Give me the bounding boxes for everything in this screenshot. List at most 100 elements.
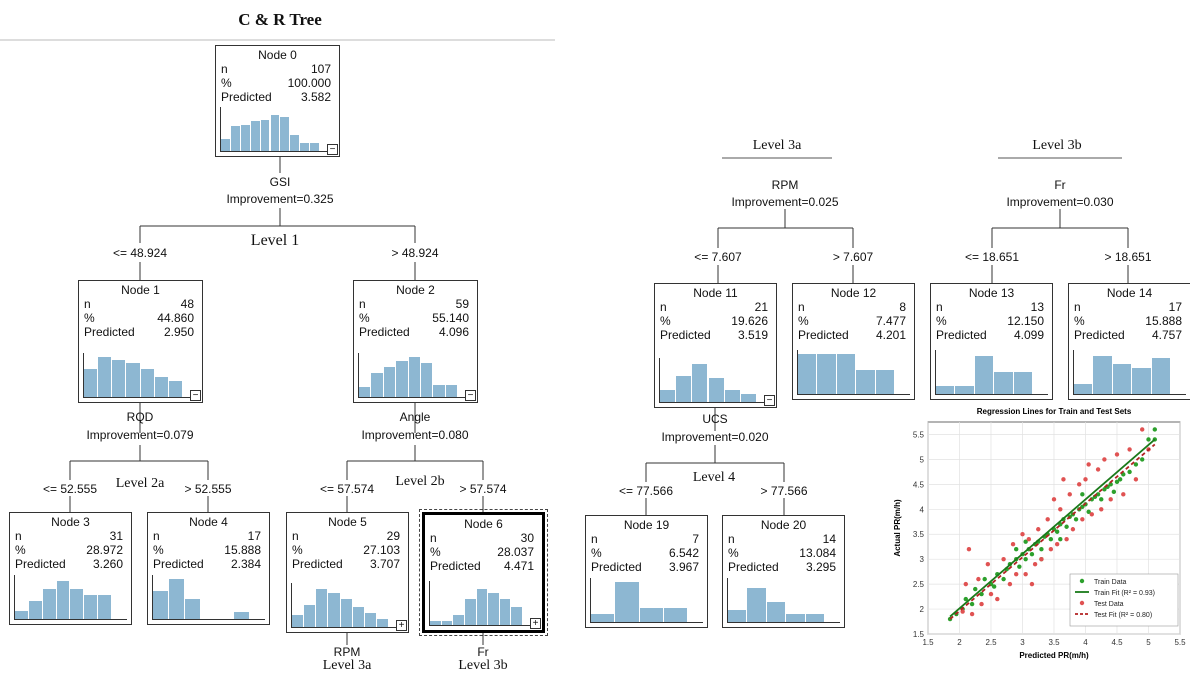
data-point-train bbox=[1039, 547, 1044, 552]
collapse-toggle[interactable]: − bbox=[327, 144, 338, 155]
node-11[interactable]: Node 11 n 21% 19.626 Predicted 3.519 − bbox=[654, 283, 777, 408]
x-tick-label: 5.5 bbox=[1174, 638, 1186, 647]
data-point-train bbox=[969, 601, 975, 607]
row-label: % bbox=[430, 545, 441, 559]
node-12[interactable]: Node 12 n 8% 7.477 Predicted 4.201 bbox=[792, 283, 915, 400]
data-point-train bbox=[979, 591, 984, 597]
histogram-bar bbox=[875, 370, 894, 394]
node-title: Node 6 bbox=[464, 517, 503, 531]
node-row-pct: % 7.477 bbox=[793, 314, 914, 328]
histogram-bar bbox=[836, 354, 856, 394]
data-point-train bbox=[1017, 564, 1022, 569]
histogram-bar bbox=[84, 595, 98, 619]
collapse-toggle[interactable]: − bbox=[764, 395, 775, 406]
y-tick-label: 2.5 bbox=[913, 580, 925, 589]
row-value: 28.037 bbox=[497, 545, 534, 559]
node-title: Node 0 bbox=[258, 48, 297, 62]
expand-toggle[interactable]: + bbox=[396, 620, 407, 631]
data-point-test bbox=[1108, 497, 1113, 502]
data-point-test bbox=[1054, 542, 1060, 547]
level-4-label: Level 4 bbox=[692, 470, 736, 485]
node-1[interactable]: Node 1 n 48% 44.860 Predicted 2.950 − bbox=[78, 280, 203, 403]
expand-toggle[interactable]: + bbox=[530, 618, 541, 629]
node-row-pred: Predicted 3.519 bbox=[655, 328, 776, 342]
row-label: % bbox=[798, 314, 809, 328]
data-point-train bbox=[963, 596, 968, 602]
row-value: 7 bbox=[692, 532, 699, 546]
x-tick-label: 4.5 bbox=[1111, 638, 1123, 647]
histogram-bar bbox=[304, 605, 316, 627]
node-title: Node 3 bbox=[51, 515, 90, 529]
histogram-bar bbox=[994, 372, 1013, 394]
row-label: Predicted bbox=[15, 557, 66, 571]
data-point-train bbox=[1086, 509, 1091, 514]
histogram-bar bbox=[340, 599, 352, 627]
histogram-bar bbox=[42, 589, 56, 619]
row-label: % bbox=[221, 76, 232, 90]
histogram-bar bbox=[728, 610, 747, 622]
node-row-pred: Predicted 3.967 bbox=[586, 560, 707, 574]
split-imp-rpm: Improvement=0.025 bbox=[731, 195, 839, 209]
data-point-train bbox=[1152, 427, 1157, 432]
legend-label: Train Fit (R² = 0.93) bbox=[1094, 590, 1155, 597]
level-3b-label: Level 3b bbox=[1032, 138, 1082, 153]
x-tick-label: 5 bbox=[1146, 638, 1151, 647]
row-value: 21 bbox=[754, 300, 768, 314]
node-13[interactable]: Node 13 n 13% 12.150 Predicted 4.099 bbox=[930, 283, 1053, 400]
branch-angle-right: > 57.574 bbox=[459, 482, 507, 496]
node-4[interactable]: Node 4 n 17% 15.888 Predicted 2.384 bbox=[147, 512, 270, 625]
histogram-bar bbox=[98, 595, 111, 619]
node-row-n: n 29 bbox=[287, 529, 408, 543]
histogram-bar bbox=[499, 599, 511, 625]
split-imp-ucs: Improvement=0.020 bbox=[661, 430, 769, 444]
node-row-pred: Predicted 4.201 bbox=[793, 328, 914, 342]
data-point-train bbox=[1111, 489, 1117, 495]
node-3[interactable]: Node 3 n 31% 28.972 Predicted 3.260 bbox=[9, 512, 132, 625]
data-point-test bbox=[966, 547, 972, 552]
data-point-test bbox=[1067, 492, 1072, 497]
node-row-pct: % 13.084 bbox=[723, 546, 844, 560]
split-imp-angle: Improvement=0.080 bbox=[361, 428, 469, 442]
data-point-test bbox=[976, 576, 981, 582]
data-point-test bbox=[1007, 581, 1013, 587]
node-14[interactable]: Node 14 n 17% 15.888 Predicted 4.757 bbox=[1068, 283, 1190, 400]
test-fit-line bbox=[949, 443, 1156, 620]
row-label: Predicted bbox=[153, 557, 204, 571]
node-histogram bbox=[797, 350, 910, 395]
split-imp-rqd: Improvement=0.079 bbox=[86, 428, 194, 442]
row-value: 15.888 bbox=[224, 543, 261, 557]
node-19[interactable]: Node 19 n 7% 6.542 Predicted 3.967 bbox=[585, 515, 708, 628]
node-row-pred: Predicted 4.096 bbox=[354, 325, 477, 339]
data-point-test bbox=[960, 609, 965, 614]
collapse-toggle[interactable]: − bbox=[465, 390, 476, 401]
data-point-train bbox=[1133, 462, 1139, 467]
row-value: 17 bbox=[1168, 300, 1182, 314]
histogram-bar bbox=[112, 360, 126, 397]
node-20[interactable]: Node 20 n 14% 13.084 Predicted 3.295 bbox=[722, 515, 845, 628]
row-value: 3.260 bbox=[92, 557, 123, 571]
branch-gsi-left: <= 48.924 bbox=[112, 246, 168, 260]
y-tick-label: 1.5 bbox=[913, 630, 925, 639]
data-point-test bbox=[995, 596, 1000, 602]
histogram-bar bbox=[15, 611, 28, 619]
data-point-train bbox=[1114, 479, 1120, 485]
collapse-toggle[interactable]: − bbox=[190, 390, 201, 401]
split-var-rpm: RPM bbox=[771, 178, 799, 192]
row-value: 3.707 bbox=[369, 557, 400, 571]
node-6[interactable]: Node 6 n 30% 28.037 Predicted 4.471 + bbox=[419, 509, 548, 636]
histogram-bar bbox=[805, 614, 824, 622]
node-0[interactable]: Node 0 n 107% 100.000 Predicted 3.582 − bbox=[215, 45, 340, 157]
histogram-bar bbox=[185, 599, 201, 619]
data-point-train bbox=[1073, 517, 1079, 522]
row-value: 59 bbox=[455, 297, 469, 311]
node-row-n: n 17 bbox=[1069, 300, 1190, 314]
node-row-pct: % 12.150 bbox=[931, 314, 1052, 328]
row-label: % bbox=[660, 314, 671, 328]
node-2[interactable]: Node 2 n 59% 55.140 Predicted 4.096 − bbox=[353, 280, 478, 403]
histogram-bar bbox=[724, 390, 740, 402]
node-5[interactable]: Node 5 n 29% 27.103 Predicted 3.707 + bbox=[286, 512, 409, 633]
node-row-n: n 13 bbox=[931, 300, 1052, 314]
level-2a-label: Level 2a bbox=[115, 476, 165, 491]
